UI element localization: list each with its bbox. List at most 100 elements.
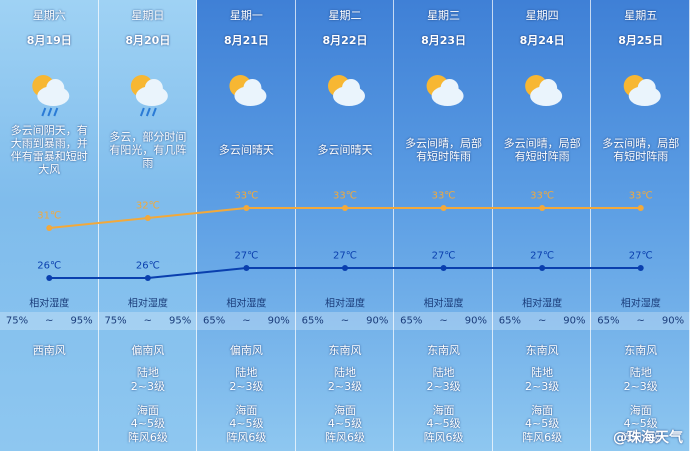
temp-label: 33℃	[234, 190, 259, 202]
sea-wind: 4~5级	[130, 417, 165, 430]
gust: 阵风6级	[620, 431, 661, 444]
land-wind: 2~3级	[426, 380, 461, 393]
humidity-label: 相对湿度	[620, 298, 661, 310]
humidity-min: 65%	[203, 315, 226, 327]
weather: 多云间晴，局部有短时阵雨	[405, 137, 483, 163]
temp-label: 33℃	[431, 190, 456, 202]
humidity-min: 65%	[301, 315, 324, 327]
land-label: 陆地	[136, 366, 159, 379]
sea-label: 海面	[629, 404, 652, 417]
weather: 多云间晴，局部有短时阵雨	[503, 137, 581, 163]
humidity-sep: ~	[439, 315, 448, 327]
temp-point	[342, 265, 348, 271]
cloud	[440, 79, 459, 97]
temp-label: 31℃	[37, 210, 62, 222]
sea-label: 海面	[432, 404, 455, 417]
humidity-sep: ~	[340, 315, 350, 327]
temp-label: 27℃	[234, 250, 259, 262]
gust: 阵风6级	[325, 431, 365, 444]
humidity-max: 90%	[267, 315, 290, 327]
temp-point	[440, 265, 447, 271]
humidity-sep: ~	[242, 315, 251, 327]
humidity-min: 65%	[498, 315, 521, 327]
cloud	[46, 79, 65, 97]
day-column	[98, 0, 198, 451]
gust: 阵风6级	[522, 431, 563, 444]
wind-direction: 东南风	[427, 344, 461, 357]
temp-label: 27℃	[333, 250, 357, 262]
weather: 多云，部分时间有阳光，有几阵雨	[109, 130, 187, 170]
weather: 多云间阴天，有大雨到暴雨，并伴有雷暴和短时大风	[10, 124, 88, 176]
gust: 阵风6级	[226, 431, 267, 444]
land-label: 陆地	[531, 366, 554, 379]
humidity-max: 90%	[464, 315, 487, 327]
weekday: 星期日	[131, 9, 165, 22]
humidity-sep: ~	[537, 315, 547, 327]
wind-direction: 西南风	[32, 344, 66, 357]
rain	[53, 107, 59, 117]
humidity-label: 相对湿度	[423, 298, 464, 310]
weather: 多云间晴天	[218, 143, 274, 157]
day-column	[295, 0, 395, 451]
cloud	[243, 79, 262, 97]
rain	[41, 107, 47, 117]
date: 8月24日	[519, 34, 565, 47]
humidity-sep: ~	[636, 315, 645, 327]
land-wind: 2~3级	[130, 380, 165, 393]
weekday: 星期三	[427, 9, 461, 22]
humidity-label: 相对湿度	[325, 298, 365, 310]
humidity-min: 65%	[400, 315, 423, 327]
day-column	[394, 0, 493, 451]
temp-point	[243, 265, 250, 271]
rain	[47, 107, 53, 117]
humidity-max: 90%	[563, 315, 586, 327]
land-label: 陆地	[334, 366, 356, 379]
humidity-max: 95%	[70, 315, 93, 327]
watermark: @珠海天气	[613, 430, 683, 446]
land-wind: 2~3级	[525, 380, 560, 393]
sea-wind: 4~5级	[426, 417, 461, 430]
temp-point	[637, 265, 644, 271]
day-column	[591, 0, 690, 451]
land-label: 陆地	[432, 366, 455, 379]
temp-point	[46, 225, 53, 231]
sea-wind: 4~5级	[623, 417, 658, 430]
date: 8月25日	[618, 34, 664, 47]
sea-label: 海面	[531, 404, 554, 417]
humidity-max: 95%	[169, 315, 192, 327]
humidity-label: 相对湿度	[29, 298, 70, 310]
humidity-max: 90%	[366, 315, 389, 327]
gust: 阵风6级	[127, 431, 168, 444]
weekday: 星期四	[525, 9, 559, 22]
sea-label: 海面	[235, 404, 258, 417]
temp-point	[46, 275, 53, 281]
wind-direction: 东南风	[525, 344, 559, 357]
humidity-label: 相对湿度	[522, 298, 563, 310]
sea-wind: 4~5级	[525, 417, 560, 430]
weekday: 星期二	[328, 9, 362, 22]
weekday: 星期五	[624, 9, 658, 22]
cloud	[342, 79, 360, 97]
wind-direction: 东南风	[328, 344, 362, 357]
temp-point	[539, 265, 546, 271]
date: 8月20日	[125, 34, 171, 47]
land-wind: 2~3级	[623, 380, 658, 393]
temp-point	[144, 275, 151, 281]
date: 8月19日	[26, 34, 72, 47]
humidity-sep: ~	[143, 315, 153, 327]
wind-direction: 东南风	[624, 344, 658, 357]
wind-direction: 偏南风	[131, 344, 165, 357]
weather: 多云间晴天	[317, 143, 373, 157]
weather: 多云间晴，局部有短时阵雨	[602, 137, 680, 163]
date: 8月22日	[322, 34, 368, 47]
land-label: 陆地	[629, 366, 652, 379]
rain	[145, 107, 151, 117]
humidity-label: 相对湿度	[127, 298, 168, 310]
day-column	[197, 0, 296, 451]
temp-point	[539, 205, 546, 211]
rain	[151, 107, 157, 117]
temp-label: 27℃	[628, 250, 653, 262]
cloud	[144, 79, 163, 97]
